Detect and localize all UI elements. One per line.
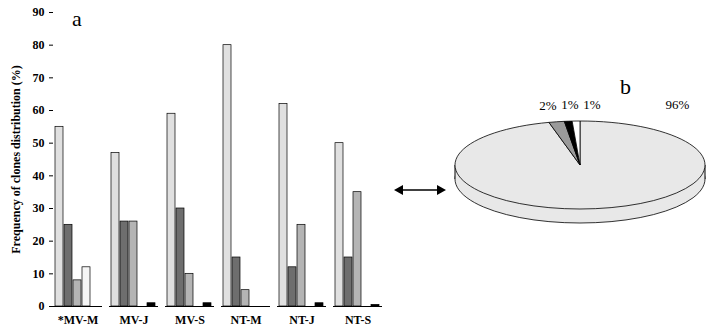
svg-text:1%: 1% [561,97,579,112]
svg-text:Frequency of clones distributi: Frequency of clones distribution (%) [9,65,23,253]
svg-text:NT-M: NT-M [231,313,262,327]
svg-text:90: 90 [33,5,45,19]
svg-text:NT-S: NT-S [345,313,372,327]
svg-text:20: 20 [33,234,45,248]
svg-text:10: 10 [33,267,45,281]
svg-text:MV-J: MV-J [119,313,148,327]
svg-text:0: 0 [39,299,45,313]
svg-text:70: 70 [33,71,45,85]
svg-text:NT-J: NT-J [289,313,315,327]
svg-text:30: 30 [33,201,45,215]
svg-text:60: 60 [33,103,45,117]
svg-text:MV-S: MV-S [175,313,205,327]
svg-text:2%: 2% [539,98,557,113]
svg-text:50: 50 [33,136,45,150]
svg-text:40: 40 [33,169,45,183]
svg-text:*MV-M: *MV-M [58,313,98,327]
svg-text:80: 80 [33,38,45,52]
html-text:b: b [620,74,631,99]
svg-text:96%: 96% [666,97,690,112]
html-text:a: a [72,6,82,31]
svg-text:1%: 1% [583,97,601,112]
